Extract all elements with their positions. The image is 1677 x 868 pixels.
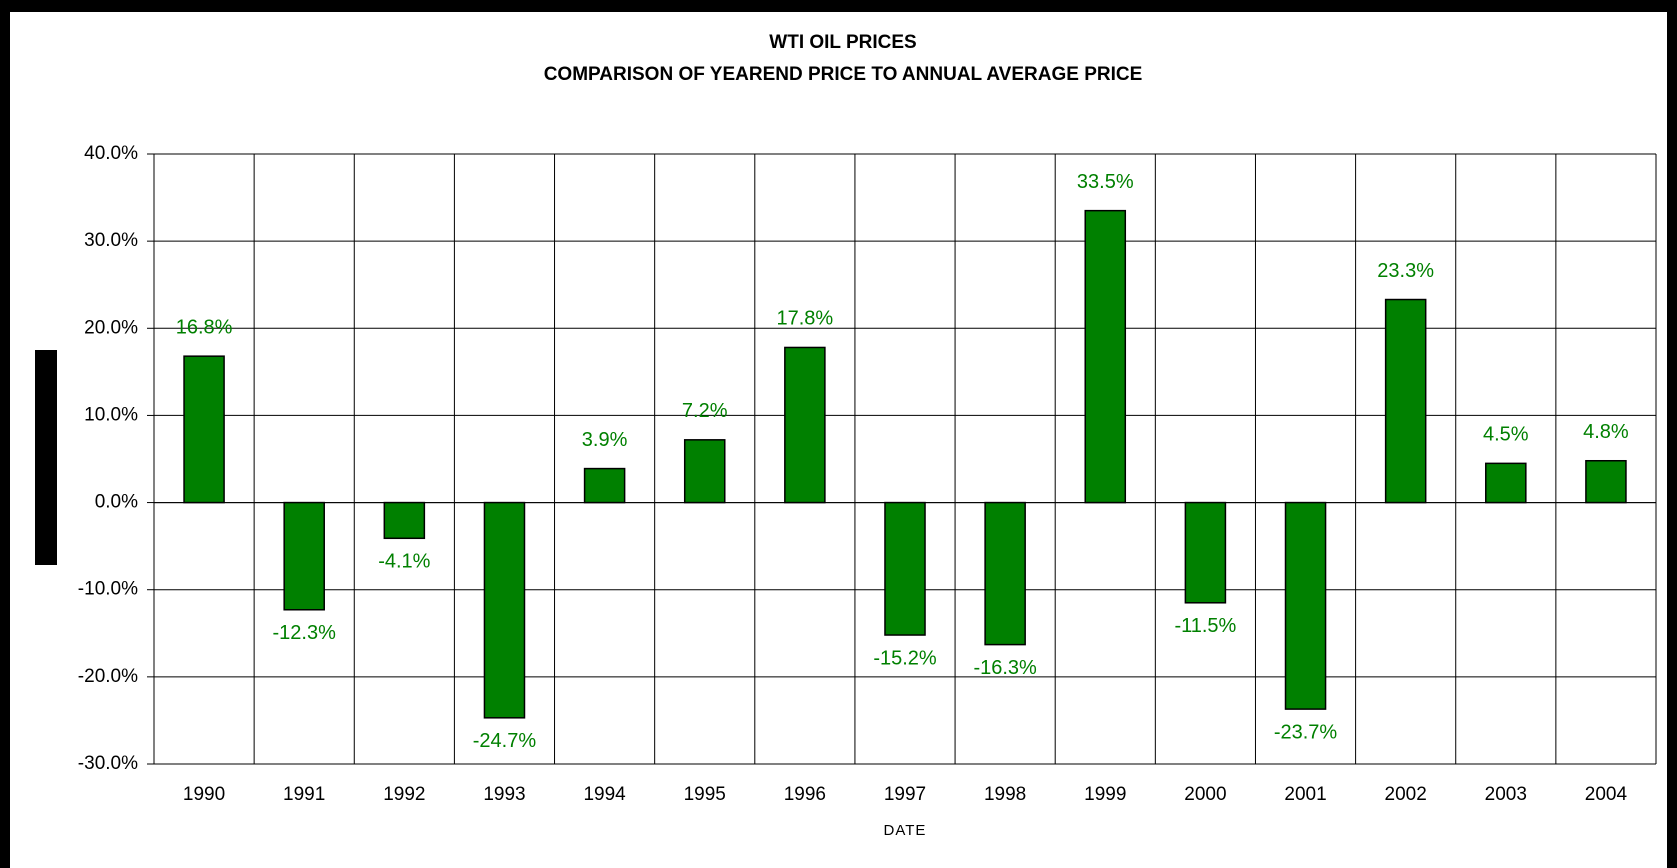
data-label: 4.8% <box>1583 421 1629 443</box>
data-label: -24.7% <box>473 730 537 752</box>
x-tick-label: 2002 <box>1385 784 1427 805</box>
bar <box>183 355 225 504</box>
x-tick-label: 1991 <box>283 784 325 805</box>
x-tick-label: 1998 <box>984 784 1026 805</box>
data-label: 7.2% <box>682 400 728 422</box>
data-label: -16.3% <box>973 657 1037 679</box>
bar <box>1184 501 1227 604</box>
data-label: 23.3% <box>1377 260 1434 282</box>
y-tick-label: 30.0% <box>84 230 138 251</box>
x-tick-label: 2001 <box>1284 784 1326 805</box>
bar <box>984 501 1026 646</box>
data-label: 16.8% <box>176 316 233 338</box>
x-axis-label: DATE <box>884 822 927 839</box>
x-tick-label: 1996 <box>784 784 826 805</box>
x-tick-label: 2004 <box>1585 784 1628 805</box>
x-tick-label: 1995 <box>684 784 726 805</box>
y-tick-label: -20.0% <box>78 666 138 687</box>
axis-title-block <box>35 350 57 565</box>
data-label: -23.7% <box>1274 721 1338 743</box>
bar <box>1585 459 1627 504</box>
x-tick-label: 1992 <box>383 784 425 805</box>
bar <box>1384 298 1427 504</box>
chart-title: WTI OIL PRICES <box>769 32 916 53</box>
data-label: 33.5% <box>1077 171 1134 193</box>
y-tick-label: 0.0% <box>95 492 138 513</box>
bar <box>583 467 626 504</box>
y-tick-label: 20.0% <box>84 317 138 338</box>
data-label: -15.2% <box>873 647 937 669</box>
data-label: 3.9% <box>582 429 628 451</box>
x-tick-label: 1993 <box>483 784 525 805</box>
x-tick-label: 1994 <box>583 784 626 805</box>
bar <box>1284 501 1327 710</box>
data-label: -11.5% <box>1174 615 1236 637</box>
y-tick-label: 10.0% <box>84 404 138 425</box>
bar <box>383 501 426 540</box>
bar <box>483 501 526 719</box>
bar <box>683 439 726 504</box>
data-label: 4.5% <box>1483 424 1529 446</box>
y-tick-label: -30.0% <box>78 753 138 774</box>
x-tick-label: 2003 <box>1485 784 1527 805</box>
y-tick-label: 40.0% <box>84 143 138 164</box>
bar <box>1084 209 1127 504</box>
y-tick-label: -10.0% <box>78 579 138 600</box>
x-tick-label: 1999 <box>1084 784 1126 805</box>
x-tick-label: 2000 <box>1184 784 1226 805</box>
bar <box>884 501 926 636</box>
bar <box>283 501 325 611</box>
bar <box>1485 462 1527 504</box>
x-tick-label: 1990 <box>183 784 225 805</box>
bar <box>784 346 826 504</box>
x-tick-label: 1997 <box>884 784 926 805</box>
data-label: -12.3% <box>273 622 337 644</box>
data-label: -4.1% <box>378 551 430 573</box>
data-label: 17.8% <box>777 308 834 330</box>
chart-subtitle: COMPARISON OF YEAREND PRICE TO ANNUAL AV… <box>544 64 1143 85</box>
